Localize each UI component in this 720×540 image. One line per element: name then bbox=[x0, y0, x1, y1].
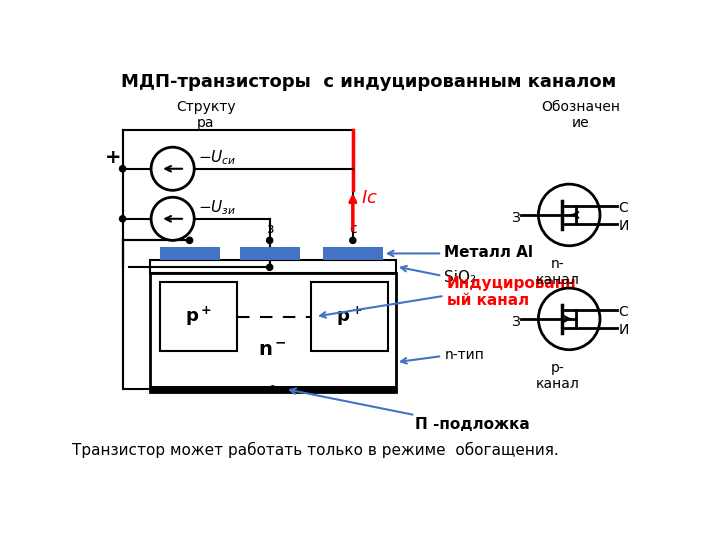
Text: Структу
ра: Структу ра bbox=[176, 100, 235, 130]
Bar bbox=[323, 247, 383, 260]
Text: SiO₂: SiO₂ bbox=[444, 270, 477, 285]
Circle shape bbox=[539, 184, 600, 246]
Text: и: и bbox=[182, 222, 191, 236]
Circle shape bbox=[350, 237, 356, 244]
Text: Обозначен
ие: Обозначен ие bbox=[541, 100, 620, 130]
Bar bbox=[150, 273, 396, 392]
Circle shape bbox=[120, 215, 126, 222]
Bar bbox=[311, 282, 388, 351]
Text: З: З bbox=[511, 211, 520, 225]
Circle shape bbox=[266, 264, 273, 271]
Text: n-тип: n-тип bbox=[444, 348, 485, 362]
Text: $- U_{зи}$: $- U_{зи}$ bbox=[198, 199, 236, 218]
Bar bbox=[150, 260, 396, 273]
Circle shape bbox=[120, 166, 126, 172]
Bar bbox=[240, 247, 300, 260]
Text: И: И bbox=[618, 219, 629, 233]
Text: $\mathbf{p^+}$: $\mathbf{p^+}$ bbox=[184, 305, 212, 328]
Bar bbox=[160, 247, 220, 260]
Bar bbox=[150, 386, 396, 392]
Text: $\mathbf{p^+}$: $\mathbf{p^+}$ bbox=[336, 305, 363, 328]
Text: С: С bbox=[618, 305, 629, 319]
Text: з: з bbox=[266, 222, 274, 236]
Circle shape bbox=[539, 288, 600, 350]
Text: $- U_{си}$: $- U_{си}$ bbox=[198, 148, 236, 167]
Text: МДП-транзисторы  с индуцированным каналом: МДП-транзисторы с индуцированным каналом bbox=[122, 73, 616, 91]
Circle shape bbox=[151, 147, 194, 190]
Circle shape bbox=[186, 237, 193, 244]
Text: $\mathit{Ic}$: $\mathit{Ic}$ bbox=[361, 189, 377, 207]
Text: Индуцированн
ый канал: Индуцированн ый канал bbox=[447, 276, 577, 308]
Text: с: с bbox=[350, 222, 357, 236]
Text: +: + bbox=[105, 148, 122, 167]
Text: $\mathbf{n^-}$: $\mathbf{n^-}$ bbox=[258, 341, 287, 360]
Text: р-
канал: р- канал bbox=[536, 361, 580, 392]
Bar bbox=[160, 282, 237, 351]
Text: П -подложка: П -подложка bbox=[415, 417, 530, 431]
Circle shape bbox=[151, 197, 194, 240]
Text: n-
канал: n- канал bbox=[536, 257, 580, 287]
Text: Металл Al: Металл Al bbox=[444, 245, 534, 260]
Circle shape bbox=[270, 386, 276, 392]
Text: З: З bbox=[511, 315, 520, 329]
Circle shape bbox=[266, 237, 273, 244]
Text: С: С bbox=[618, 201, 629, 215]
Text: И: И bbox=[618, 323, 629, 338]
Text: Транзистор может работать только в режиме  обогащения.: Транзистор может работать только в режим… bbox=[72, 442, 559, 458]
